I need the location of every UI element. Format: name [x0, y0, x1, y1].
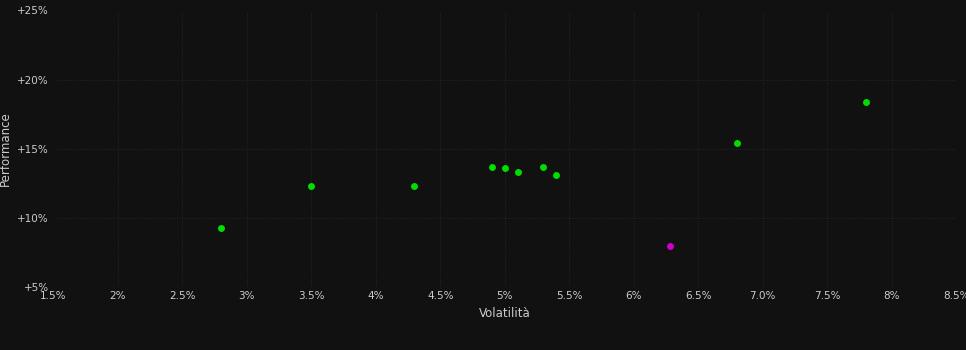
Y-axis label: Performance: Performance	[0, 111, 12, 186]
X-axis label: Volatilità: Volatilità	[479, 307, 530, 320]
